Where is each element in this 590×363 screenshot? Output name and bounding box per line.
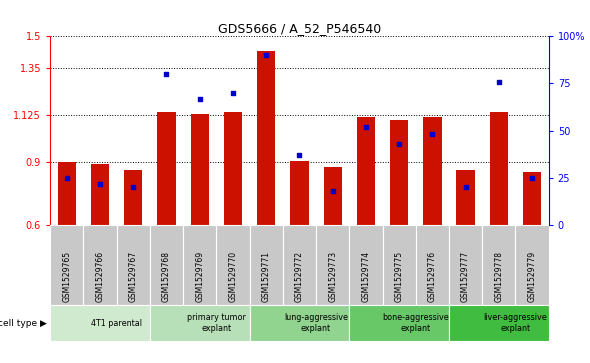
Text: cell type ▶: cell type ▶ — [0, 319, 47, 327]
Bar — [449, 225, 482, 305]
Bar — [416, 225, 449, 305]
Point — [62, 175, 71, 181]
Bar — [349, 225, 382, 305]
Bar — [58, 162, 76, 225]
Bar — [50, 225, 83, 305]
Text: GSM1529777: GSM1529777 — [461, 250, 470, 302]
Bar — [523, 172, 541, 225]
Bar — [257, 51, 276, 225]
Bar — [283, 225, 316, 305]
Text: bone-aggressive
explant: bone-aggressive explant — [382, 313, 449, 333]
Point — [162, 71, 171, 77]
Bar — [316, 225, 349, 305]
Bar — [516, 225, 549, 305]
Text: GSM1529772: GSM1529772 — [295, 251, 304, 302]
Bar — [423, 117, 441, 225]
Bar — [83, 225, 117, 305]
Point — [428, 131, 437, 137]
Bar — [290, 161, 309, 225]
Bar — [150, 225, 183, 305]
Bar — [490, 112, 508, 225]
Bar — [124, 170, 142, 225]
Text: GSM1529775: GSM1529775 — [395, 250, 404, 302]
Bar — [250, 305, 349, 341]
Point — [361, 124, 371, 130]
Bar — [117, 225, 150, 305]
Point — [461, 184, 470, 190]
Bar — [158, 112, 176, 225]
Point — [494, 79, 504, 85]
Text: 4T1 parental: 4T1 parental — [91, 319, 142, 327]
Text: GSM1529766: GSM1529766 — [96, 250, 104, 302]
Text: GSM1529770: GSM1529770 — [228, 250, 237, 302]
Text: GSM1529779: GSM1529779 — [527, 250, 536, 302]
Bar — [482, 225, 516, 305]
Point — [527, 175, 537, 181]
Point — [195, 96, 205, 102]
Bar — [449, 305, 549, 341]
Text: GSM1529771: GSM1529771 — [262, 251, 271, 302]
Text: GSM1529767: GSM1529767 — [129, 250, 137, 302]
Bar — [217, 225, 250, 305]
Text: GSM1529774: GSM1529774 — [362, 250, 371, 302]
Bar — [224, 112, 242, 225]
Bar — [349, 305, 449, 341]
Text: GSM1529765: GSM1529765 — [63, 250, 71, 302]
Bar — [50, 305, 150, 341]
Text: GSM1529768: GSM1529768 — [162, 251, 171, 302]
Point — [261, 52, 271, 58]
Bar — [382, 225, 416, 305]
Text: GSM1529773: GSM1529773 — [328, 250, 337, 302]
Point — [294, 152, 304, 158]
Bar — [91, 164, 109, 225]
Text: GSM1529778: GSM1529778 — [494, 251, 503, 302]
Point — [228, 90, 238, 96]
Point — [96, 181, 105, 187]
Bar — [183, 225, 217, 305]
Point — [328, 188, 337, 194]
Text: primary tumor
explant: primary tumor explant — [187, 313, 246, 333]
Bar — [150, 305, 250, 341]
Bar — [191, 114, 209, 225]
Point — [129, 184, 138, 190]
Bar — [323, 167, 342, 225]
Bar — [390, 120, 408, 225]
Title: GDS5666 / A_52_P546540: GDS5666 / A_52_P546540 — [218, 22, 381, 35]
Text: liver-aggressive
explant: liver-aggressive explant — [484, 313, 548, 333]
Text: GSM1529776: GSM1529776 — [428, 250, 437, 302]
Bar — [457, 170, 475, 225]
Text: GSM1529769: GSM1529769 — [195, 250, 204, 302]
Text: lung-aggressive
explant: lung-aggressive explant — [284, 313, 348, 333]
Bar — [250, 225, 283, 305]
Point — [394, 141, 404, 147]
Bar — [357, 117, 375, 225]
